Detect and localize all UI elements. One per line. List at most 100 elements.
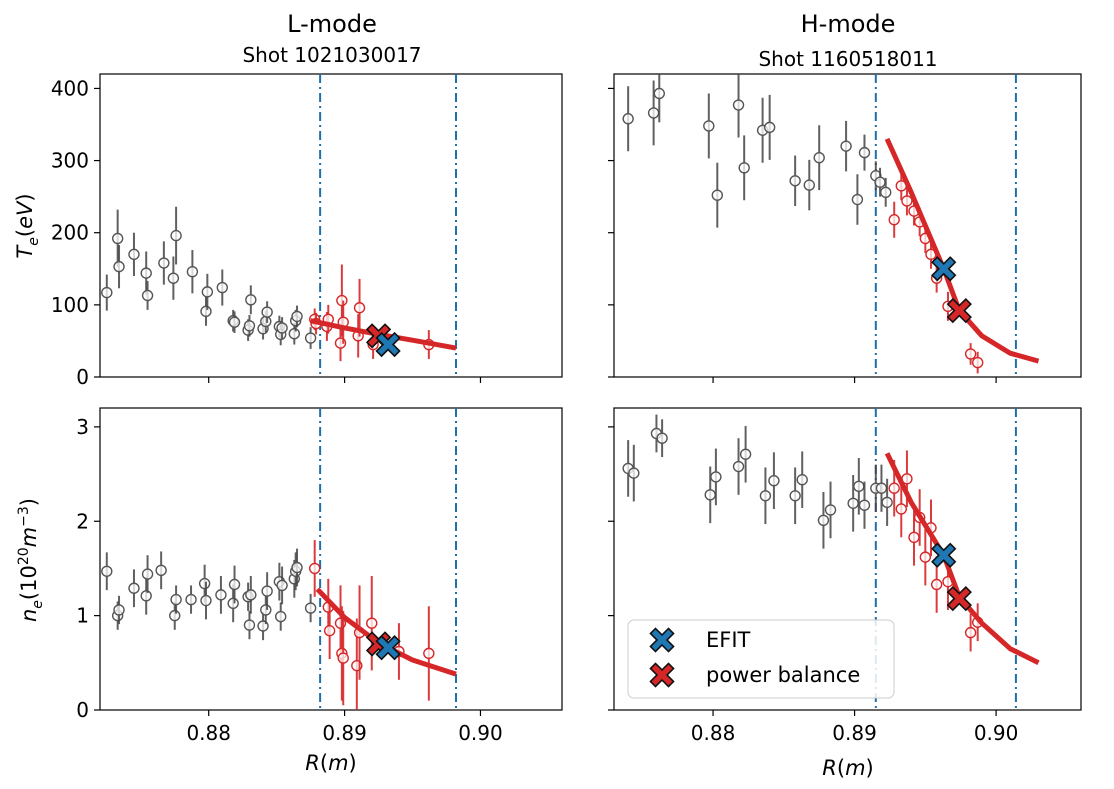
data-point-gray <box>128 569 140 608</box>
data-point-marker <box>260 604 272 616</box>
data-point-gray <box>275 602 287 631</box>
data-point-gray <box>622 86 634 152</box>
data-point-marker <box>101 286 113 299</box>
data-point-gray <box>201 273 214 310</box>
legend-label: EFIT <box>706 628 751 652</box>
data-point-marker <box>703 120 715 132</box>
data-point-gray <box>710 448 722 506</box>
panel-ticks: 0.88 0.89 0.90 0 1 2 3 <box>76 415 502 745</box>
data-point-marker <box>216 281 228 294</box>
data-point-gray <box>703 93 715 159</box>
data-point-red <box>919 528 932 586</box>
data-point-red <box>337 610 349 706</box>
data-point-marker <box>337 652 349 664</box>
x-marker-icon <box>649 662 675 688</box>
data-point-red <box>308 540 321 597</box>
data-point-gray <box>158 241 170 285</box>
data-point-red <box>323 602 336 660</box>
data-point-gray <box>789 467 801 525</box>
x-marker-stroke <box>651 664 673 686</box>
panel-marks <box>101 74 458 377</box>
plot-frame <box>99 407 563 711</box>
data-point-marker <box>874 176 886 188</box>
y-axis-label-te: Te(eV) <box>13 193 42 258</box>
data-point-marker <box>732 460 745 473</box>
data-point-gray <box>881 478 893 526</box>
y-tick-label: 100 <box>51 293 89 317</box>
data-point-gray <box>260 595 272 625</box>
x-tick-label: 0.89 <box>322 721 367 745</box>
data-point-marker <box>323 625 336 637</box>
data-point-red <box>423 606 435 701</box>
data-point-gray <box>824 481 837 539</box>
data-point-marker <box>763 121 776 134</box>
plot-area <box>622 74 1040 377</box>
legend-label: power balance <box>706 663 860 687</box>
legend-item-power-balance: power balance <box>649 662 860 688</box>
data-point-marker <box>647 107 660 119</box>
data-point-gray <box>186 250 199 294</box>
data-point-gray <box>817 491 830 549</box>
data-point-gray <box>653 74 665 123</box>
data-point-marker <box>858 146 871 159</box>
data-point-gray <box>185 585 197 614</box>
data-point-marker <box>261 585 273 597</box>
data-point-gray <box>738 135 750 201</box>
data-point-gray <box>796 451 808 509</box>
data-point-gray <box>215 575 227 614</box>
data-point-gray <box>261 301 273 323</box>
data-point-marker <box>847 497 859 510</box>
data-point-marker <box>628 467 640 479</box>
y-tick-label: 0 <box>76 365 89 389</box>
data-point-marker <box>200 305 212 318</box>
data-point-marker <box>824 504 837 516</box>
x-marker-stroke <box>377 334 399 355</box>
legend-x-marker <box>649 627 675 653</box>
data-point-marker <box>291 310 303 323</box>
data-point-marker <box>170 229 182 242</box>
efit-marker <box>931 542 957 568</box>
data-point-marker <box>243 320 256 332</box>
power-balance-marker <box>946 297 972 324</box>
data-point-gray <box>851 174 864 225</box>
data-point-gray <box>858 481 871 529</box>
data-point-gray <box>304 327 317 349</box>
data-point-marker <box>245 294 257 306</box>
data-point-marker <box>336 294 348 307</box>
data-point-marker <box>201 286 214 298</box>
data-point-marker <box>880 186 892 199</box>
data-point-red <box>971 351 984 374</box>
data-point-marker <box>895 503 907 515</box>
data-point-gray <box>291 305 303 328</box>
data-point-gray <box>245 285 257 315</box>
data-point-gray <box>243 610 256 640</box>
data-point-marker <box>711 189 724 201</box>
legend-frame <box>627 619 895 699</box>
data-point-marker <box>738 162 750 174</box>
y-tick-label: 2 <box>76 509 89 533</box>
legend: EFIT power balance <box>627 619 895 699</box>
data-point-marker <box>888 214 900 226</box>
data-point-gray <box>291 548 303 587</box>
data-point-gray <box>200 296 212 326</box>
data-point-marker <box>170 593 182 606</box>
data-point-marker <box>423 647 435 660</box>
data-point-marker <box>308 562 321 575</box>
data-point-marker <box>128 582 140 594</box>
data-point-marker <box>276 579 288 592</box>
data-point-gray <box>304 593 317 623</box>
data-point-marker <box>304 332 317 344</box>
data-point-gray <box>732 74 745 138</box>
data-point-marker <box>875 482 888 494</box>
data-point-gray <box>763 94 776 160</box>
data-point-marker <box>840 140 852 152</box>
data-point-gray <box>228 311 241 333</box>
data-point-marker <box>304 602 317 614</box>
data-point-marker <box>113 260 125 273</box>
data-point-red <box>964 613 977 652</box>
data-point-gray <box>140 251 152 295</box>
plot-frame <box>99 73 563 378</box>
x-tick-label: 0.88 <box>691 721 736 745</box>
data-point-marker <box>930 578 943 591</box>
y-tick-label: 300 <box>51 149 89 173</box>
